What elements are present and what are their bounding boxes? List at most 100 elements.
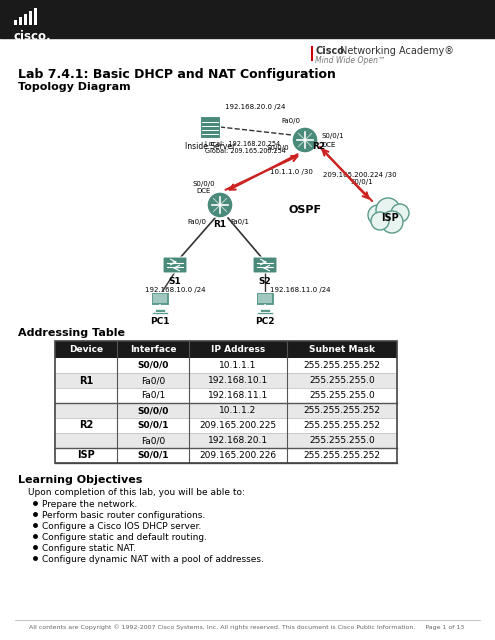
Text: cisco.: cisco.: [14, 30, 51, 43]
Bar: [29, 11, 32, 25]
FancyBboxPatch shape: [163, 257, 187, 273]
Text: Fa0/0: Fa0/0: [187, 219, 206, 225]
Text: Fa0/0: Fa0/0: [141, 436, 165, 445]
Circle shape: [376, 198, 400, 222]
Text: Configure static and default routing.: Configure static and default routing.: [42, 533, 207, 542]
Text: Device: Device: [69, 345, 103, 354]
Text: All contents are Copyright © 1992-2007 Cisco Systems, Inc. All rights reserved. : All contents are Copyright © 1992-2007 C…: [29, 624, 465, 630]
Text: Networking Academy®: Networking Academy®: [340, 46, 454, 56]
Text: Prepare the network.: Prepare the network.: [42, 500, 137, 509]
Bar: [0, 0, 495, 38]
Text: 192.168.20.0 /24: 192.168.20.0 /24: [225, 104, 285, 110]
Text: DCE: DCE: [197, 188, 211, 194]
Text: Configure a Cisco IOS DHCP server.: Configure a Cisco IOS DHCP server.: [42, 522, 201, 531]
Bar: [55, 358, 397, 373]
Bar: [258, 294, 272, 303]
Text: R2: R2: [312, 142, 326, 151]
Text: OSPF: OSPF: [289, 205, 321, 215]
Text: Configure dynamic NAT with a pool of addresses.: Configure dynamic NAT with a pool of add…: [42, 555, 264, 564]
Circle shape: [292, 127, 318, 153]
Text: Inside Server: Inside Server: [185, 142, 235, 151]
Text: Upon completion of this lab, you will be able to:: Upon completion of this lab, you will be…: [28, 488, 245, 497]
Text: 255.255.255.0: 255.255.255.0: [309, 391, 375, 400]
Text: Subnet Mask: Subnet Mask: [309, 345, 375, 354]
FancyBboxPatch shape: [253, 257, 277, 273]
Circle shape: [371, 212, 389, 230]
Circle shape: [391, 204, 409, 222]
Text: Mind Wide Open™: Mind Wide Open™: [315, 56, 386, 65]
Bar: [256, 292, 274, 305]
Text: Configure static NAT.: Configure static NAT.: [42, 544, 136, 553]
Text: 209.165.200.224 /30: 209.165.200.224 /30: [323, 172, 397, 178]
Text: R2: R2: [79, 420, 93, 431]
Text: Lab 7.4.1: Basic DHCP and NAT Configuration: Lab 7.4.1: Basic DHCP and NAT Configurat…: [18, 68, 336, 81]
Bar: [55, 403, 397, 418]
Text: 192.168.10.0 /24: 192.168.10.0 /24: [145, 287, 205, 293]
Text: S0/0/0: S0/0/0: [193, 181, 215, 187]
Text: Global: 209.165.200.254: Global: 209.165.200.254: [205, 148, 286, 154]
Text: Fa0/1: Fa0/1: [141, 391, 165, 400]
Circle shape: [207, 192, 233, 218]
Bar: [155, 309, 165, 312]
Text: 10.1.1.0 /30: 10.1.1.0 /30: [270, 169, 313, 175]
Text: S0/0/1: S0/0/1: [321, 133, 344, 139]
Bar: [55, 433, 397, 448]
Bar: [257, 312, 273, 314]
Bar: [152, 312, 168, 314]
Bar: [55, 341, 397, 463]
Text: S0/0/1: S0/0/1: [350, 179, 373, 185]
Bar: [24, 14, 27, 25]
Text: S1: S1: [169, 277, 181, 286]
Text: Fa0/1: Fa0/1: [230, 219, 249, 225]
Text: 255.255.255.0: 255.255.255.0: [309, 436, 375, 445]
Bar: [151, 292, 169, 305]
Text: S0/0/0: S0/0/0: [137, 406, 169, 415]
Bar: [55, 341, 397, 358]
Bar: [34, 8, 37, 25]
Text: 10.1.1.1: 10.1.1.1: [219, 361, 257, 370]
Text: 192.168.20.1: 192.168.20.1: [208, 436, 268, 445]
Text: S0/0/1: S0/0/1: [137, 421, 169, 430]
Text: 192.168.10.1: 192.168.10.1: [208, 376, 268, 385]
Text: IP Address: IP Address: [211, 345, 265, 354]
Bar: [153, 294, 167, 303]
Text: 255.255.255.252: 255.255.255.252: [303, 361, 381, 370]
Text: S0/0/0: S0/0/0: [137, 361, 169, 370]
Circle shape: [368, 205, 388, 225]
Text: R1: R1: [79, 376, 93, 385]
Text: 10.1.1.2: 10.1.1.2: [219, 406, 256, 415]
Bar: [19, 17, 22, 25]
Bar: [200, 116, 220, 138]
Text: PC1: PC1: [150, 317, 170, 326]
Text: S0/0/1: S0/0/1: [137, 451, 169, 460]
Text: Local:  192.168.20.254: Local: 192.168.20.254: [205, 141, 280, 147]
Bar: [55, 388, 397, 403]
Text: 255.255.255.252: 255.255.255.252: [303, 451, 381, 460]
Text: ISP: ISP: [381, 213, 399, 223]
Text: Perform basic router configurations.: Perform basic router configurations.: [42, 511, 205, 520]
Text: Cisco: Cisco: [315, 46, 344, 56]
Text: Interface: Interface: [130, 345, 176, 354]
Text: 209.165.200.225: 209.165.200.225: [199, 421, 277, 430]
Circle shape: [381, 211, 403, 233]
Text: 209.165.200.226: 209.165.200.226: [199, 451, 277, 460]
Text: S2: S2: [258, 277, 271, 286]
Text: 255.255.255.0: 255.255.255.0: [309, 376, 375, 385]
Bar: [260, 309, 270, 312]
Text: DCE: DCE: [321, 142, 336, 148]
Text: S0/0/0: S0/0/0: [266, 145, 289, 151]
Bar: [55, 373, 397, 388]
Bar: [14, 20, 17, 25]
Text: ISP: ISP: [77, 451, 95, 461]
Bar: [55, 448, 397, 463]
Text: PC2: PC2: [255, 317, 275, 326]
Text: Addressing Table: Addressing Table: [18, 328, 125, 338]
Text: 255.255.255.252: 255.255.255.252: [303, 406, 381, 415]
Text: Learning Objectives: Learning Objectives: [18, 475, 143, 485]
Text: Fa0/0: Fa0/0: [141, 376, 165, 385]
Text: Topology Diagram: Topology Diagram: [18, 82, 131, 92]
Text: 192.168.11.0 /24: 192.168.11.0 /24: [270, 287, 331, 293]
Text: 255.255.255.252: 255.255.255.252: [303, 421, 381, 430]
Bar: [55, 418, 397, 433]
Text: Fa0/0: Fa0/0: [282, 118, 300, 124]
